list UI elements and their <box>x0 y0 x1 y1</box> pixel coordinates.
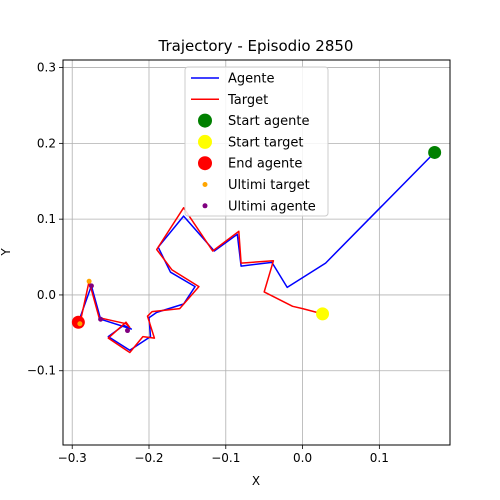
marker-start-target <box>316 307 330 321</box>
legend-entry-target: Target <box>191 93 268 108</box>
y-tick-label: 0.2 <box>37 136 56 150</box>
legend-box <box>184 66 329 217</box>
series-line-agente <box>77 151 436 352</box>
marker-ultimi-agente <box>98 316 104 322</box>
grid-lines <box>63 60 450 445</box>
legend-swatch <box>202 203 208 209</box>
legend-entry-end-agente: End agente <box>198 156 302 172</box>
x-axis-ticks: −0.3 −0.2 −0.1 0.0 0.1 <box>58 445 389 465</box>
series-markers <box>71 145 442 334</box>
marker-ultimi-agente <box>125 328 130 334</box>
legend-swatch <box>198 113 212 128</box>
y-tick-label: −0.1 <box>27 364 56 378</box>
chart-title: Trajectory - Episodio 2850 <box>158 37 354 55</box>
legend-label: Ultimi target <box>228 178 310 193</box>
legend-entry-ultimi-agente: Ultimi agente <box>202 199 316 214</box>
legend-label: Agente <box>228 72 274 87</box>
legend-label: Target <box>227 93 268 108</box>
legend-label: End agente <box>228 157 302 172</box>
marker-ultimi-target <box>86 278 92 284</box>
x-axis-label: X <box>252 474 260 488</box>
y-tick-label: 0.3 <box>37 61 56 75</box>
legend-entry-start-agente: Start agente <box>198 113 309 129</box>
plot-frame <box>62 59 451 446</box>
y-axis-ticks: −0.1 0.0 0.1 0.2 0.3 <box>27 61 63 378</box>
x-tick-label: −0.1 <box>211 451 240 465</box>
y-tick-label: 0.0 <box>37 288 56 302</box>
legend-swatch <box>202 182 208 187</box>
x-tick-label: −0.2 <box>134 451 163 465</box>
legend: Agente Target Start agente Start target End … <box>184 66 329 217</box>
marker-start-agente <box>428 145 442 159</box>
legend-label: Ultimi agente <box>228 199 316 214</box>
legend-label: Start agente <box>228 114 309 129</box>
series-lines <box>77 151 436 354</box>
legend-label: Start target <box>228 135 303 150</box>
series-line-target <box>79 207 323 354</box>
x-tick-label: 0.0 <box>293 451 312 465</box>
marker-ultimi-target <box>77 321 83 327</box>
x-tick-label: 0.1 <box>370 451 389 465</box>
legend-entry-agente: Agente <box>191 72 274 87</box>
y-tick-label: 0.1 <box>37 212 56 226</box>
legend-entry-ultimi-target: Ultimi target <box>202 178 310 193</box>
marker-ultimi-agente <box>88 283 94 289</box>
legend-swatch <box>198 156 212 171</box>
legend-entry-start-target: Start target <box>198 134 303 150</box>
x-tick-label: −0.3 <box>58 451 87 465</box>
legend-swatch <box>198 134 212 149</box>
y-axis-label: Y <box>0 248 13 257</box>
